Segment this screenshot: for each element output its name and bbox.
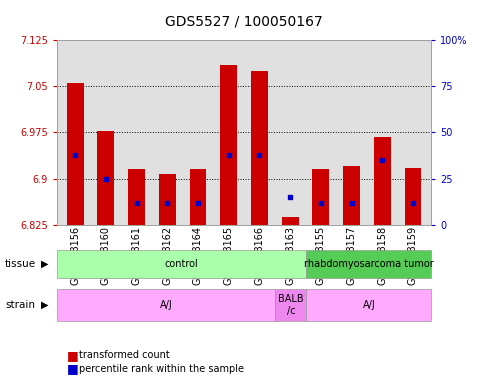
Text: strain: strain xyxy=(5,300,35,310)
Bar xyxy=(220,65,237,225)
Bar xyxy=(374,137,390,225)
Text: rhabdomyosarcoma tumor: rhabdomyosarcoma tumor xyxy=(304,259,434,269)
Text: GDS5527 / 100050167: GDS5527 / 100050167 xyxy=(165,14,323,28)
Bar xyxy=(282,217,299,225)
Text: ■: ■ xyxy=(67,349,78,362)
Bar xyxy=(313,169,329,225)
Bar xyxy=(404,167,422,225)
Bar xyxy=(189,169,207,225)
Bar xyxy=(251,71,268,225)
Text: BALB
/c: BALB /c xyxy=(278,294,304,316)
Text: transformed count: transformed count xyxy=(79,350,170,360)
Text: A/J: A/J xyxy=(160,300,173,310)
Bar xyxy=(128,169,145,225)
Text: A/J: A/J xyxy=(362,300,375,310)
Text: ■: ■ xyxy=(67,362,78,375)
Bar xyxy=(98,131,114,225)
Bar xyxy=(67,83,84,225)
Text: ▶: ▶ xyxy=(40,259,48,269)
Text: tissue: tissue xyxy=(5,259,36,269)
Text: percentile rank within the sample: percentile rank within the sample xyxy=(79,364,244,374)
Bar xyxy=(343,166,360,225)
Text: ▶: ▶ xyxy=(40,300,48,310)
Bar xyxy=(159,174,176,225)
Text: control: control xyxy=(165,259,199,269)
